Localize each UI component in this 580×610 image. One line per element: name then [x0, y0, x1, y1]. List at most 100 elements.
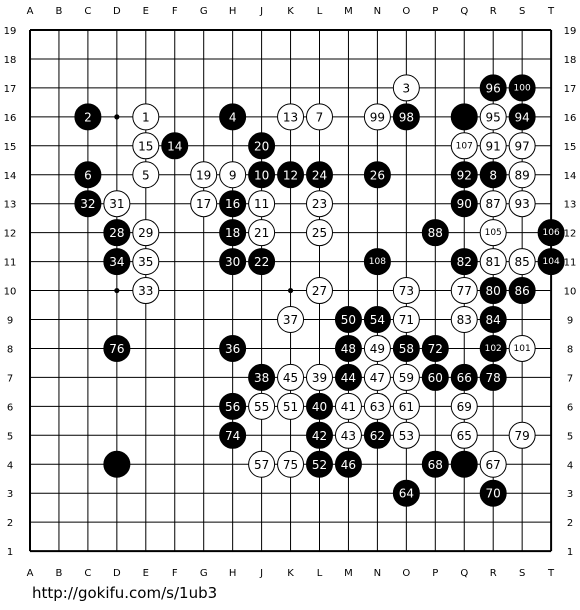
- move-number: 35: [138, 255, 153, 269]
- move-number: 20: [254, 139, 269, 153]
- column-label: P: [432, 6, 438, 17]
- white-stone: 97: [508, 132, 536, 160]
- column-label: H: [229, 6, 237, 17]
- white-stone: 65: [450, 421, 478, 449]
- stone-disc: [450, 392, 478, 420]
- move-number: 55: [254, 400, 269, 414]
- move-number: 17: [196, 197, 211, 211]
- column-label: S: [519, 6, 525, 17]
- move-number: 28: [109, 226, 124, 240]
- stone-disc: [132, 219, 160, 247]
- stone-disc: [392, 392, 420, 420]
- stone-disc: [190, 190, 218, 218]
- stone-disc: [103, 450, 131, 478]
- move-number: 67: [486, 458, 501, 472]
- stone-disc: [334, 306, 362, 333]
- black-stone: 42: [306, 421, 333, 449]
- column-label: E: [143, 6, 149, 17]
- move-number: 27: [312, 284, 327, 298]
- stone-disc: [219, 421, 247, 449]
- column-label: L: [317, 568, 323, 579]
- star-point: [114, 287, 120, 294]
- white-stone: 89: [508, 161, 536, 189]
- white-stone: 73: [392, 277, 420, 305]
- move-number: 41: [341, 400, 356, 414]
- stone-disc: [450, 363, 478, 391]
- black-stone: 46: [334, 450, 362, 478]
- white-stone: 45: [277, 363, 305, 391]
- stone-disc: [450, 190, 478, 218]
- move-number: 9: [229, 168, 237, 182]
- column-label: F: [172, 568, 178, 579]
- move-number: 58: [399, 342, 414, 356]
- stone-disc: [508, 74, 536, 102]
- stone-disc: [132, 161, 160, 189]
- stone-disc: [421, 363, 449, 391]
- black-stone: 36: [219, 334, 247, 362]
- move-number: 25: [312, 226, 327, 240]
- move-number: 14: [167, 139, 182, 153]
- source-url[interactable]: http://gokifu.com/s/1ub3: [32, 584, 218, 602]
- stone-disc: [306, 450, 333, 478]
- stone-disc: [277, 103, 305, 131]
- column-label: C: [84, 568, 91, 579]
- column-label: S: [519, 568, 525, 579]
- stone-disc: [334, 334, 362, 362]
- move-number: 98: [399, 110, 414, 124]
- stone-disc: [132, 103, 160, 131]
- move-number: 40: [312, 400, 327, 414]
- move-number: 75: [283, 458, 298, 472]
- black-stone: 78: [479, 363, 507, 391]
- row-label: 13: [4, 200, 17, 211]
- move-number: 11: [254, 197, 269, 211]
- move-number: 77: [457, 284, 472, 298]
- black-stone: [103, 450, 131, 478]
- column-label: T: [547, 6, 555, 17]
- move-number: 21: [254, 226, 269, 240]
- move-number: 49: [370, 342, 385, 356]
- move-number: 42: [312, 429, 327, 443]
- black-stone: 80: [479, 277, 507, 305]
- stone-disc: [219, 334, 247, 362]
- stone-disc: [363, 363, 391, 391]
- row-label: 12: [564, 229, 577, 240]
- move-number: 15: [138, 139, 153, 153]
- move-number: 46: [341, 458, 356, 472]
- row-label: 3: [567, 489, 573, 500]
- stone-disc: [334, 421, 362, 449]
- stone-disc: [479, 248, 507, 276]
- black-stone: 84: [479, 306, 507, 333]
- column-label: O: [402, 568, 410, 579]
- black-stone: 52: [306, 450, 333, 478]
- black-stone: 58: [392, 334, 420, 362]
- move-number: 94: [515, 110, 530, 124]
- stone-disc: [450, 103, 478, 131]
- move-number: 61: [399, 400, 414, 414]
- row-label: 10: [4, 287, 17, 298]
- white-stone: 33: [132, 277, 160, 305]
- stone-disc: [306, 421, 333, 449]
- row-label: 2: [567, 518, 573, 529]
- move-number: 86: [515, 284, 530, 298]
- white-stone: 105: [479, 219, 507, 247]
- move-number: 33: [138, 284, 153, 298]
- white-stone: 101: [508, 334, 536, 362]
- stone-disc: [248, 450, 276, 478]
- row-label: 19: [4, 26, 17, 37]
- black-stone: 50: [334, 306, 362, 333]
- move-number: 79: [515, 429, 530, 443]
- stone-disc: [306, 190, 333, 218]
- black-stone: 96: [479, 74, 507, 102]
- row-label: 9: [567, 316, 573, 327]
- white-stone: 19: [190, 161, 218, 189]
- white-stone: 81: [479, 248, 507, 276]
- stone-disc: [306, 103, 333, 131]
- move-number: 5: [142, 168, 150, 182]
- stone-disc: [74, 161, 102, 189]
- move-number: 47: [370, 371, 385, 385]
- black-stone: 16: [219, 190, 247, 218]
- white-stone: 5: [132, 161, 160, 189]
- stone-disc: [74, 103, 102, 131]
- white-stone: 83: [450, 306, 478, 333]
- column-label: Q: [460, 6, 468, 17]
